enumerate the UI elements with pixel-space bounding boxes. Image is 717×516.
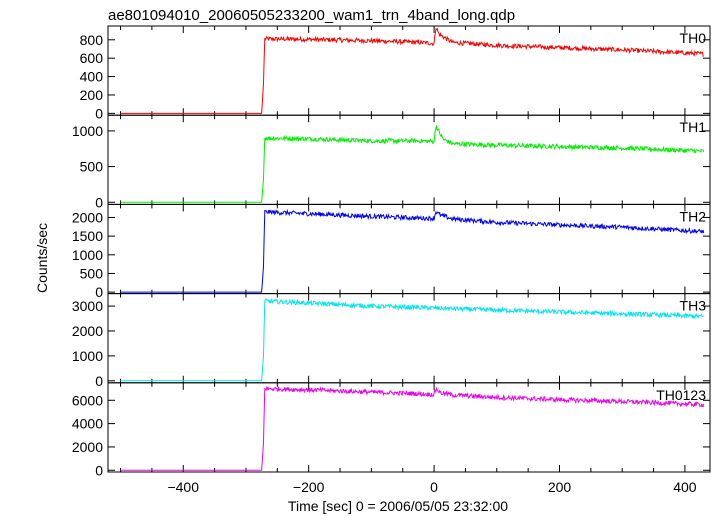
y-tick-label: 2000 bbox=[72, 323, 103, 339]
y-tick-label: 0 bbox=[95, 373, 103, 389]
panel-label: TH3 bbox=[680, 298, 707, 314]
y-tick-label: 200 bbox=[80, 87, 104, 103]
y-tick-label: 6000 bbox=[72, 392, 103, 408]
y-tick-label: 0 bbox=[95, 284, 103, 300]
y-tick-label: 600 bbox=[80, 50, 104, 66]
y-tick-label: 1000 bbox=[72, 247, 103, 263]
series-line-th1 bbox=[120, 124, 705, 203]
panel-label: TH0 bbox=[680, 30, 707, 46]
y-tick-label: 800 bbox=[80, 32, 104, 48]
panel-th0: 0 200 400 600 800 TH0 bbox=[80, 25, 711, 121]
series-line-th0123 bbox=[120, 386, 705, 471]
panel-frame bbox=[107, 114, 711, 205]
panel-th0123: 0 2000 4000 6000 TH0123 bbox=[72, 382, 711, 478]
panel-label: TH2 bbox=[680, 208, 707, 224]
series-line-th0 bbox=[120, 27, 704, 114]
y-tick-label: 500 bbox=[80, 159, 104, 175]
panel-frame bbox=[107, 25, 711, 116]
y-tick-label: 1000 bbox=[72, 123, 103, 139]
x-tick-label: −400 bbox=[167, 479, 199, 495]
y-tick-label: 0 bbox=[95, 462, 103, 478]
panel-th3: 0 1000 2000 3000 TH3 bbox=[72, 293, 711, 389]
x-tick-label: 200 bbox=[548, 479, 572, 495]
y-tick-label: 0 bbox=[95, 194, 103, 210]
y-tick-label: 400 bbox=[80, 69, 104, 85]
x-tick-label: −200 bbox=[293, 479, 325, 495]
x-tick-label: 0 bbox=[430, 479, 438, 495]
panel-th2: 0 500 1000 1500 2000 TH2 bbox=[72, 203, 711, 300]
y-tick-label: 2000 bbox=[72, 439, 103, 455]
panel-label: TH1 bbox=[680, 119, 707, 135]
y-axis-label: Counts/sec bbox=[34, 223, 50, 293]
chart-panels: 0 200 400 600 800 TH0 0 500 1000 TH1 0 500 1000 1500 2… bbox=[72, 25, 711, 495]
y-tick-label: 2000 bbox=[72, 209, 103, 225]
x-tick-label: 400 bbox=[673, 479, 697, 495]
panel-label: TH0123 bbox=[656, 387, 706, 403]
x-axis-label: Time [sec] 0 = 2006/05/05 23:32:00 bbox=[288, 498, 508, 514]
panel-frame bbox=[107, 382, 711, 473]
y-tick-label: 500 bbox=[80, 265, 104, 281]
series-line-th2 bbox=[120, 208, 705, 293]
y-tick-label: 3000 bbox=[72, 298, 103, 314]
chart-title: ae801094010_20060505233200_wam1_trn_4ban… bbox=[108, 7, 515, 24]
y-tick-label: 4000 bbox=[72, 416, 103, 432]
y-tick-label: 0 bbox=[95, 105, 103, 121]
y-tick-label: 1500 bbox=[72, 228, 103, 244]
panel-th1: 0 500 1000 TH1 bbox=[72, 114, 711, 210]
y-tick-label: 1000 bbox=[72, 348, 103, 364]
series-line-th3 bbox=[120, 297, 704, 382]
